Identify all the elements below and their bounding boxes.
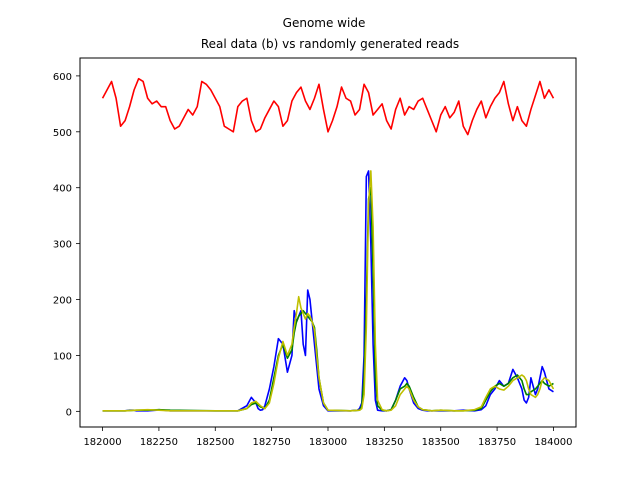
y-tick-label: 400 [53,184,72,195]
x-axis: 182000 182250 182500 182750 183000 183250 1835… [83,427,573,448]
x-tick-label: 183500 [422,437,460,448]
series-line-4 [102,170,555,412]
chart-title-line1: Genome wide [283,16,366,30]
y-tick-label: 600 [53,72,72,83]
series-line-2 [102,170,554,412]
x-tick-label: 182250 [140,437,178,448]
x-tick-label: 182750 [253,437,291,448]
series-line-1 [101,77,555,136]
y-tick-label: 500 [53,128,72,139]
y-tick-label: 100 [53,351,72,362]
y-axis: 0 100 200 300 400 500 600 [53,72,80,418]
x-tick-label: 184000 [534,437,572,448]
y-tick-label: 200 [53,296,72,307]
x-tick-label: 183000 [309,437,347,448]
x-tick-label: 183750 [478,437,516,448]
x-tick-label: 182500 [196,437,234,448]
chart-title-line2: Real data (b) vs randomly generated read… [201,37,459,51]
x-tick-label: 183250 [365,437,403,448]
y-tick-label: 0 [66,407,72,418]
plot-frame [79,57,577,428]
x-tick-label: 182000 [83,437,121,448]
y-tick-label: 300 [53,240,72,251]
series-line-3 [102,186,554,412]
plot-area [101,77,555,412]
